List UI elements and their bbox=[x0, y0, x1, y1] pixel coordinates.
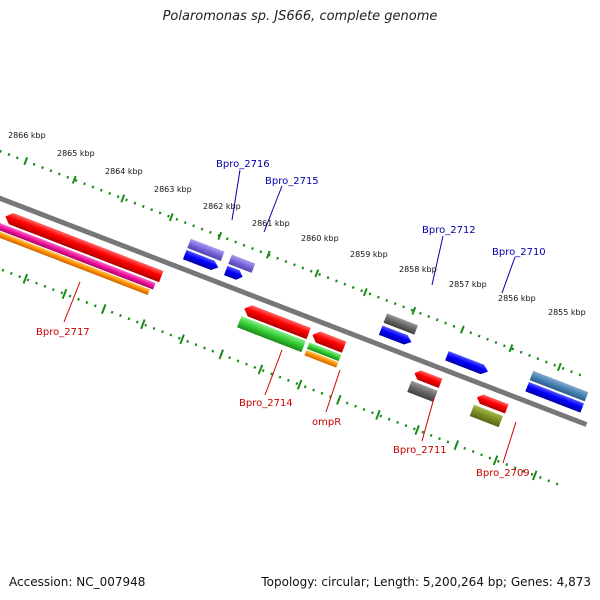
scale-label: 2857 kbp bbox=[449, 280, 487, 289]
track-tick bbox=[531, 470, 538, 481]
scale-label: 2863 kbp bbox=[154, 185, 192, 194]
track-tick bbox=[314, 269, 320, 278]
scale-label: 2861 kbp bbox=[252, 219, 290, 228]
scale-label: 2864 kbp bbox=[105, 167, 143, 176]
lower-track bbox=[0, 233, 564, 488]
gene-bpro-2717-red[interactable] bbox=[3, 211, 164, 283]
gene-bpro-2715-purple[interactable] bbox=[228, 254, 256, 273]
gene-bpro-2711-red[interactable] bbox=[413, 369, 443, 388]
track-tick bbox=[23, 156, 29, 166]
gene-bpro-2710-blue[interactable] bbox=[445, 351, 490, 376]
track-tick bbox=[453, 440, 460, 451]
track-tick bbox=[414, 424, 420, 436]
track-tick bbox=[362, 288, 368, 297]
gene-bpro-2716-blue[interactable] bbox=[182, 249, 220, 272]
scale-label: 2856 kbp bbox=[498, 294, 536, 303]
track-tick bbox=[100, 304, 107, 315]
gene-label-bpro-2715[interactable]: Bpro_2715 bbox=[265, 176, 319, 187]
genome-backbone bbox=[0, 163, 588, 427]
gene-bpro-2711-gray[interactable] bbox=[407, 380, 438, 402]
track-tick bbox=[336, 394, 342, 405]
gene-label-bpro-2710[interactable]: Bpro_2710 bbox=[492, 247, 546, 258]
gene-bpro-2717-magenta[interactable] bbox=[0, 222, 156, 290]
track-tick bbox=[508, 344, 514, 353]
track-tick bbox=[257, 364, 264, 375]
scale-label: 2860 kbp bbox=[301, 234, 339, 243]
scale-label: 2859 kbp bbox=[350, 250, 388, 259]
track-tick bbox=[296, 379, 303, 390]
lower-ticks bbox=[22, 273, 538, 481]
track-tick bbox=[71, 175, 77, 184]
gene-bpro-2712-gray[interactable] bbox=[383, 313, 418, 335]
track-tick bbox=[218, 349, 224, 360]
gene-bpro-2716-purple[interactable] bbox=[187, 238, 225, 262]
track-tick bbox=[459, 325, 465, 334]
gene-bpro-2709-olive[interactable] bbox=[469, 404, 503, 428]
gene-bpro-2717-orange[interactable] bbox=[0, 229, 150, 295]
track-tick bbox=[140, 319, 146, 330]
gene-label-bpro-2716[interactable]: Bpro_2716 bbox=[216, 159, 270, 170]
scale-label: 2866 kbp bbox=[8, 131, 46, 140]
scale-ticks bbox=[23, 156, 562, 372]
map-title: Polaromonas sp. JS666, complete genome bbox=[162, 9, 438, 24]
gene-ompr-green[interactable] bbox=[306, 342, 342, 362]
track-tick bbox=[411, 306, 417, 315]
track-tick bbox=[179, 334, 185, 345]
gene-bpro-2715-blue[interactable] bbox=[223, 265, 244, 282]
gene-edge-blue[interactable] bbox=[525, 382, 584, 413]
scale-label: 2862 kbp bbox=[203, 202, 241, 211]
track-tick bbox=[61, 288, 68, 299]
scale-label: 2855 kbp bbox=[548, 308, 586, 317]
track-tick bbox=[120, 194, 126, 203]
scale-label: 2858 kbp bbox=[399, 265, 437, 274]
gene-label-ompr[interactable]: ompR bbox=[312, 417, 341, 428]
track-tick bbox=[492, 455, 499, 466]
track-tick bbox=[22, 273, 29, 284]
gene-label-bpro-2714[interactable]: Bpro_2714 bbox=[239, 398, 293, 409]
topology-text: Topology: circular; Length: 5,200,264 bp… bbox=[261, 575, 591, 589]
gene-ompr-orange[interactable] bbox=[304, 349, 339, 368]
scale-labels: 2866 kbp 2865 kbp 2864 kbp 2863 kbp 2862… bbox=[8, 131, 586, 317]
accession-text: Accession: NC_007948 bbox=[9, 575, 146, 589]
gene-label-bpro-2712[interactable]: Bpro_2712 bbox=[422, 225, 476, 236]
track-tick bbox=[265, 250, 271, 259]
scale-label: 2865 kbp bbox=[57, 149, 95, 158]
gene-label-bpro-2717[interactable]: Bpro_2717 bbox=[36, 327, 90, 338]
gene-bpro-2714-red[interactable] bbox=[242, 303, 311, 340]
gene-label-bpro-2709[interactable]: Bpro_2709 bbox=[476, 468, 530, 479]
track-tick bbox=[557, 362, 562, 372]
gene-ompr-red[interactable] bbox=[310, 329, 347, 353]
gene-bpro-2709-red[interactable] bbox=[475, 393, 509, 414]
gene-label-bpro-2711[interactable]: Bpro_2711 bbox=[393, 445, 447, 456]
track-tick bbox=[375, 409, 381, 420]
label-leaders bbox=[63, 169, 517, 464]
track-tick bbox=[168, 213, 174, 222]
gene-bpro-2712-blue[interactable] bbox=[378, 325, 413, 347]
gene-bpro-2714-green[interactable] bbox=[237, 316, 306, 353]
gene-edge-steel[interactable] bbox=[529, 370, 589, 402]
track-tick bbox=[217, 231, 223, 241]
